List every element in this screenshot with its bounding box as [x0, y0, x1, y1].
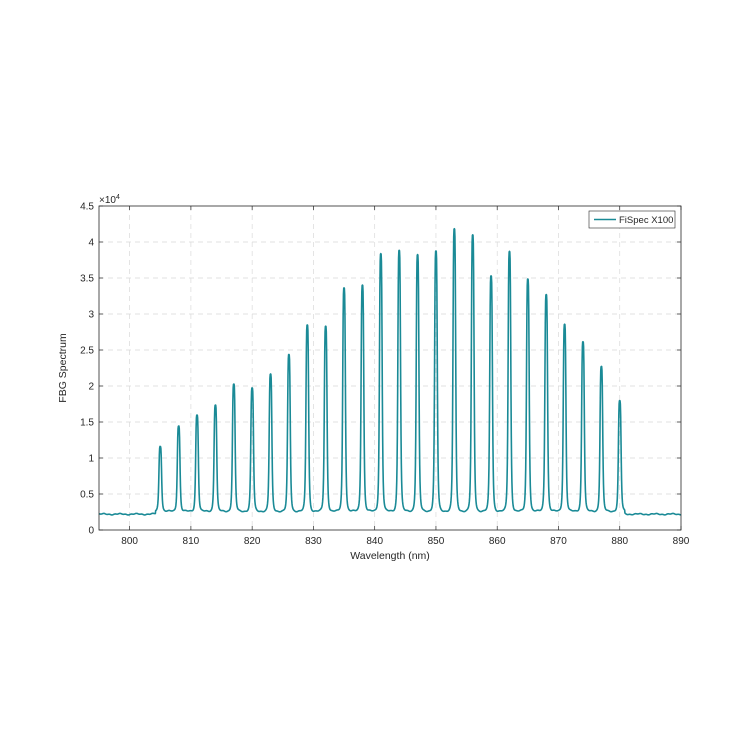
grid-lines: [99, 206, 681, 530]
y-tick-label: 3.5: [80, 274, 94, 285]
x-tick-label: 860: [489, 536, 506, 547]
x-tick-label: 840: [366, 536, 383, 547]
series-line-fispec-x100: [98, 227, 682, 516]
x-tick-label: 850: [428, 536, 445, 547]
y-tick-label: 2.5: [80, 346, 94, 357]
y-tick-label: 4.5: [80, 202, 94, 213]
x-tick-label: 890: [673, 536, 690, 547]
legend[interactable]: FiSpec X100: [588, 210, 676, 229]
x-tick-label: 810: [183, 536, 200, 547]
y-tick-label: 3: [88, 310, 94, 321]
y-tick-label: 1.5: [80, 418, 94, 429]
y-tick-label: 0.5: [80, 490, 94, 501]
legend-box: [588, 210, 676, 229]
x-axis-title: Wavelength (nm): [350, 550, 430, 562]
x-tick-label: 830: [305, 536, 322, 547]
axis-ticks: 800 810 820 830 840 850 860 870 880 890 0 0.5 1 1.5 2 2…: [80, 202, 690, 548]
y-axis-title: FBG Spectrum: [57, 333, 69, 403]
y-tick-label: 1: [88, 454, 94, 465]
legend-label: FiSpec X100: [619, 215, 673, 226]
y-exponent-label: ×104: [99, 194, 120, 206]
series-layer: [98, 227, 682, 516]
x-tick-label: 880: [611, 536, 628, 547]
y-tick-label: 2: [88, 382, 94, 393]
x-tick-label: 800: [121, 536, 138, 547]
x-tick-label: 870: [550, 536, 567, 547]
plot-frame: [98, 205, 682, 531]
x-tick-label: 820: [244, 536, 261, 547]
y-tick-label: 0: [88, 526, 94, 537]
plot-area: [99, 206, 681, 530]
y-tick-label: 4: [88, 238, 94, 249]
